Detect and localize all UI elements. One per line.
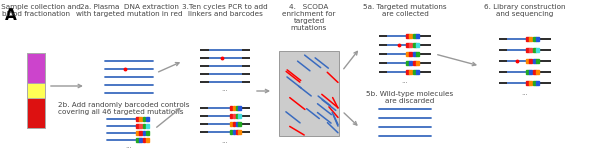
Bar: [416, 52, 419, 56]
Text: ...: ...: [125, 143, 133, 149]
Bar: [235, 114, 238, 118]
Bar: [238, 114, 241, 118]
Bar: [139, 131, 142, 135]
Bar: [406, 70, 409, 74]
Bar: [27, 98, 45, 128]
Bar: [139, 138, 142, 142]
Bar: [533, 81, 536, 85]
Bar: [413, 70, 416, 74]
Bar: [233, 114, 235, 118]
Bar: [526, 59, 529, 63]
Bar: [136, 117, 139, 121]
Bar: [136, 138, 139, 142]
Bar: [409, 52, 412, 56]
Bar: [238, 122, 241, 126]
Bar: [235, 106, 238, 110]
Bar: [230, 114, 232, 118]
Bar: [536, 81, 539, 85]
Bar: [143, 124, 145, 128]
Bar: [146, 124, 149, 128]
Bar: [526, 37, 529, 41]
Bar: [536, 48, 539, 52]
Text: ...: ...: [521, 90, 529, 96]
Bar: [230, 106, 232, 110]
Bar: [536, 70, 539, 74]
Bar: [413, 43, 416, 47]
Bar: [416, 70, 419, 74]
Text: ...: ...: [221, 86, 229, 92]
Bar: [526, 48, 529, 52]
Bar: [27, 83, 45, 98]
Text: 5b. Wild-type molecules
are discarded: 5b. Wild-type molecules are discarded: [367, 91, 454, 104]
Bar: [146, 117, 149, 121]
Bar: [536, 59, 539, 63]
Bar: [406, 61, 409, 65]
Text: 4.   SCODA
enrichment for
targeted
mutations: 4. SCODA enrichment for targeted mutatio…: [282, 4, 336, 31]
Text: 2a. Plasma  DNA extraction
with targeted mutation in red: 2a. Plasma DNA extraction with targeted …: [76, 4, 182, 17]
Bar: [409, 61, 412, 65]
Text: 2b. Add randomly barcoded controls
covering all 46 targeted mutations: 2b. Add randomly barcoded controls cover…: [58, 102, 190, 115]
Bar: [235, 130, 238, 134]
Bar: [139, 117, 142, 121]
Bar: [409, 34, 412, 38]
Bar: [238, 106, 241, 110]
Bar: [529, 48, 532, 52]
Bar: [139, 124, 142, 128]
Bar: [409, 70, 412, 74]
Bar: [235, 122, 238, 126]
Bar: [143, 138, 145, 142]
Bar: [279, 51, 339, 136]
Bar: [526, 70, 529, 74]
Bar: [533, 48, 536, 52]
Text: 6. Library construction
and sequencing: 6. Library construction and sequencing: [484, 4, 566, 17]
Bar: [409, 43, 412, 47]
Bar: [529, 59, 532, 63]
Bar: [233, 130, 235, 134]
Bar: [146, 138, 149, 142]
Bar: [146, 131, 149, 135]
Bar: [413, 52, 416, 56]
Text: ...: ...: [401, 78, 409, 84]
Bar: [27, 53, 45, 128]
Bar: [416, 61, 419, 65]
Bar: [238, 130, 241, 134]
Bar: [136, 131, 139, 135]
Bar: [416, 43, 419, 47]
Bar: [533, 70, 536, 74]
Bar: [406, 43, 409, 47]
Text: 5a. Targeted mutations
are collected: 5a. Targeted mutations are collected: [363, 4, 447, 17]
Bar: [413, 61, 416, 65]
Bar: [413, 34, 416, 38]
Bar: [406, 34, 409, 38]
Text: A: A: [5, 8, 17, 23]
Bar: [536, 37, 539, 41]
Bar: [529, 37, 532, 41]
Bar: [230, 130, 232, 134]
Bar: [230, 122, 232, 126]
Bar: [136, 124, 139, 128]
Bar: [143, 131, 145, 135]
Bar: [533, 37, 536, 41]
Bar: [533, 59, 536, 63]
Bar: [529, 81, 532, 85]
Bar: [526, 81, 529, 85]
Bar: [143, 117, 145, 121]
Bar: [406, 52, 409, 56]
Bar: [529, 70, 532, 74]
Text: 1. Sample collection and
blood fractionation: 1. Sample collection and blood fractiona…: [0, 4, 80, 17]
Bar: [233, 106, 235, 110]
Text: 3.Ten cycles PCR to add
linkers and barcodes: 3.Ten cycles PCR to add linkers and barc…: [182, 4, 268, 17]
Bar: [233, 122, 235, 126]
Bar: [416, 34, 419, 38]
Bar: [27, 53, 45, 83]
Text: ...: ...: [221, 138, 229, 144]
